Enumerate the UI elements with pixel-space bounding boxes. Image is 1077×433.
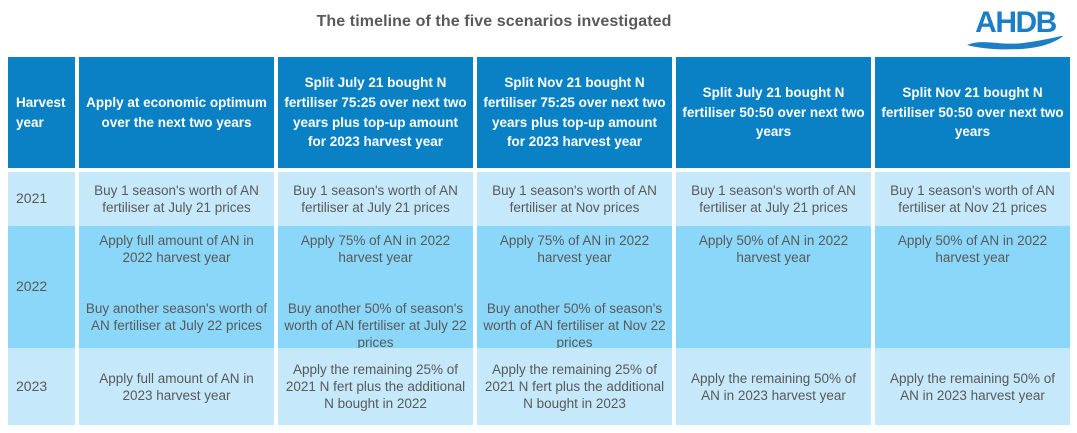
column-header-harvest-year: Harvest year: [8, 57, 75, 168]
ahdb-logo-text: AHDB: [975, 6, 1057, 39]
year-cell-2023: 2023: [8, 348, 75, 425]
cell-2021-scenario-4: Buy 1 season's worth of AN fertiliser at…: [676, 172, 871, 226]
ahdb-logo: AHDB: [967, 8, 1064, 50]
cell-2021-scenario-3: Buy 1 season's worth of AN fertiliser at…: [477, 172, 672, 226]
cell-paragraph: Buy 1 season's worth of AN fertiliser at…: [94, 183, 259, 215]
cell-paragraph: Apply 75% of AN in 2022 harvest year: [499, 233, 650, 265]
page-title: The timeline of the five scenarios inves…: [316, 13, 672, 30]
cell-paragraph: Apply 75% of AN in 2022 harvest year: [300, 233, 451, 265]
cell-paragraph: Buy 1 season's worth of AN fertiliser at…: [293, 183, 458, 215]
cell-2021-scenario-2: Buy 1 season's worth of AN fertiliser at…: [278, 172, 473, 226]
cell-paragraph: Buy 1 season's worth of AN fertiliser at…: [890, 183, 1055, 215]
cell-paragraph: Apply 50% of AN in 2022 harvest year: [897, 233, 1048, 265]
cell-2021-scenario-1: Buy 1 season's worth of AN fertiliser at…: [79, 172, 274, 226]
cell-2023-scenario-1: Apply full amount of AN in 2023 harvest …: [79, 348, 274, 425]
column-header-scenario-3: Split Nov 21 bought N fertiliser 75:25 o…: [477, 57, 672, 168]
cell-2022-scenario-3: Apply 75% of AN in 2022 harvest year Buy …: [477, 226, 672, 350]
cell-2023-scenario-3: Apply the remaining 25% of 2021 N fert p…: [477, 348, 672, 425]
table-row-2021: 2021 Buy 1 season's worth of AN fertilise…: [8, 172, 1070, 226]
cell-paragraph: Apply the remaining 50% of AN in 2023 ha…: [690, 370, 857, 403]
cell-2022-scenario-4: Apply 50% of AN in 2022 harvest year: [676, 226, 871, 348]
cell-2023-scenario-2: Apply the remaining 25% of 2021 N fert p…: [278, 348, 473, 425]
cell-paragraph: Apply full amount of AN in 2022 harvest …: [99, 233, 254, 265]
cell-2023-scenario-5: Apply the remaining 50% of AN in 2023 ha…: [875, 348, 1070, 425]
cell-paragraph: Buy another season's worth of AN fertili…: [85, 301, 268, 333]
cell-paragraph: Buy another 50% of season's worth of AN …: [284, 301, 467, 350]
ahdb-swoosh-icon: [967, 36, 1064, 50]
scenario-table: Harvest year Apply at economic optimum ov…: [8, 57, 1070, 425]
column-header-scenario-5: Split Nov 21 bought N fertiliser 50:50 o…: [875, 57, 1070, 168]
cell-paragraph: Apply the remaining 50% of AN in 2023 ha…: [889, 370, 1056, 403]
cell-2023-scenario-4: Apply the remaining 50% of AN in 2023 ha…: [676, 348, 871, 425]
table-body: 2021 Buy 1 season's worth of AN fertilise…: [8, 172, 1070, 425]
table-row-2023: 2023 Apply full amount of AN in 2023 harv…: [8, 348, 1070, 425]
cell-paragraph: Buy 1 season's worth of AN fertiliser at…: [492, 183, 657, 215]
column-header-scenario-1: Apply at economic optimum over the next …: [79, 57, 274, 168]
cell-paragraph: Apply the remaining 25% of 2021 N fert p…: [285, 362, 466, 411]
year-cell-2021: 2021: [8, 172, 75, 226]
year-cell-2022: 2022: [8, 226, 75, 348]
cell-paragraph: Buy another 50% of season's worth of AN …: [483, 301, 666, 350]
cell-2022-scenario-5: Apply 50% of AN in 2022 harvest year: [875, 226, 1070, 348]
table-row-2022: 2022 Apply full amount of AN in 2022 harv…: [8, 226, 1070, 350]
table-header-row: Harvest year Apply at economic optimum ov…: [8, 57, 1070, 168]
cell-2022-scenario-2: Apply 75% of AN in 2022 harvest year Buy …: [278, 226, 473, 350]
column-header-scenario-2: Split July 21 bought N fertiliser 75:25 …: [278, 57, 473, 168]
title-row: The timeline of the five scenarios inves…: [0, 13, 988, 31]
cell-paragraph: Apply full amount of AN in 2023 harvest …: [99, 370, 254, 403]
column-header-scenario-4: Split July 21 bought N fertiliser 50:50 …: [676, 57, 871, 168]
cell-2022-scenario-1: Apply full amount of AN in 2022 harvest …: [79, 226, 274, 348]
cell-paragraph: Apply the remaining 25% of 2021 N fert p…: [484, 362, 665, 411]
cell-paragraph: Apply 50% of AN in 2022 harvest year: [698, 233, 849, 265]
cell-2021-scenario-5: Buy 1 season's worth of AN fertiliser at…: [875, 172, 1070, 226]
cell-paragraph: Buy 1 season's worth of AN fertiliser at…: [691, 183, 856, 215]
